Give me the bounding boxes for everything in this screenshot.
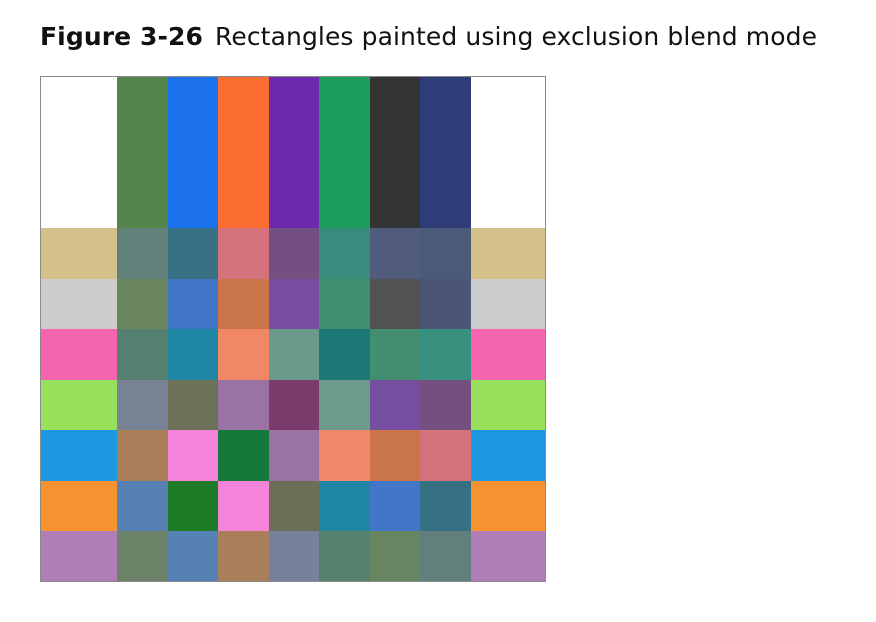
blend-cell bbox=[218, 480, 270, 532]
blend-cell bbox=[117, 480, 169, 532]
blend-cell bbox=[167, 531, 219, 581]
blend-cell bbox=[117, 531, 169, 581]
row-right-cap bbox=[470, 430, 545, 482]
row-left-cap bbox=[41, 329, 118, 381]
figure-title: Rectangles painted using exclusion blend… bbox=[215, 22, 818, 51]
blend-cell bbox=[369, 531, 421, 581]
top-column-rect bbox=[319, 77, 371, 229]
top-column-rect bbox=[218, 77, 270, 229]
blend-cell bbox=[420, 480, 472, 532]
blend-cell bbox=[268, 329, 320, 381]
row-right-cap bbox=[470, 329, 545, 381]
figure-caption: Figure 3-26 Rectangles painted using excl… bbox=[40, 22, 817, 51]
row-right-cap bbox=[470, 278, 545, 330]
blend-cell bbox=[420, 430, 472, 482]
row-left-cap bbox=[41, 480, 118, 532]
blend-cell bbox=[319, 379, 371, 431]
row-right-cap bbox=[470, 480, 545, 532]
figure-number: Figure 3-26 bbox=[40, 22, 203, 51]
blend-cell bbox=[319, 329, 371, 381]
row-right-cap bbox=[470, 228, 545, 280]
blend-cell bbox=[218, 228, 270, 280]
blend-cell bbox=[117, 228, 169, 280]
blend-cell bbox=[268, 480, 320, 532]
top-right-cap bbox=[470, 77, 545, 229]
blend-mode-figure bbox=[40, 76, 546, 582]
blend-cell bbox=[420, 531, 472, 581]
top-column-rect bbox=[268, 77, 320, 229]
top-column-rect bbox=[167, 77, 219, 229]
blend-cell bbox=[117, 379, 169, 431]
blend-cell bbox=[420, 379, 472, 431]
blend-cell bbox=[369, 430, 421, 482]
blend-cell bbox=[369, 228, 421, 280]
row-left-cap bbox=[41, 430, 118, 482]
blend-cell bbox=[117, 430, 169, 482]
row-right-cap bbox=[470, 379, 545, 431]
blend-cell bbox=[268, 430, 320, 482]
blend-cell bbox=[167, 480, 219, 532]
blend-cell bbox=[319, 430, 371, 482]
blend-cell bbox=[167, 329, 219, 381]
row-left-cap bbox=[41, 278, 118, 330]
top-left-cap bbox=[41, 77, 118, 229]
row-left-cap bbox=[41, 531, 118, 581]
blend-cell bbox=[218, 379, 270, 431]
row-left-cap bbox=[41, 379, 118, 431]
blend-cell bbox=[319, 278, 371, 330]
blend-cell bbox=[167, 379, 219, 431]
blend-cell bbox=[167, 278, 219, 330]
blend-cell bbox=[319, 228, 371, 280]
blend-cell bbox=[268, 531, 320, 581]
blend-cell bbox=[268, 379, 320, 431]
blend-cell bbox=[420, 278, 472, 330]
blend-cell bbox=[369, 480, 421, 532]
blend-cell bbox=[420, 329, 472, 381]
top-column-rect bbox=[420, 77, 472, 229]
blend-cell bbox=[369, 278, 421, 330]
blend-cell bbox=[218, 531, 270, 581]
blend-cell bbox=[218, 430, 270, 482]
blend-cell bbox=[167, 228, 219, 280]
blend-cell bbox=[369, 329, 421, 381]
blend-cell bbox=[268, 278, 320, 330]
blend-cell bbox=[218, 329, 270, 381]
blend-cell bbox=[420, 228, 472, 280]
top-column-rect bbox=[369, 77, 421, 229]
top-column-rect bbox=[117, 77, 169, 229]
blend-cell bbox=[319, 480, 371, 532]
blend-cell bbox=[167, 430, 219, 482]
blend-cell bbox=[218, 278, 270, 330]
row-right-cap bbox=[470, 531, 545, 581]
blend-cell bbox=[117, 278, 169, 330]
blend-cell bbox=[319, 531, 371, 581]
blend-cell bbox=[369, 379, 421, 431]
blend-cell bbox=[268, 228, 320, 280]
blend-cell bbox=[117, 329, 169, 381]
row-left-cap bbox=[41, 228, 118, 280]
